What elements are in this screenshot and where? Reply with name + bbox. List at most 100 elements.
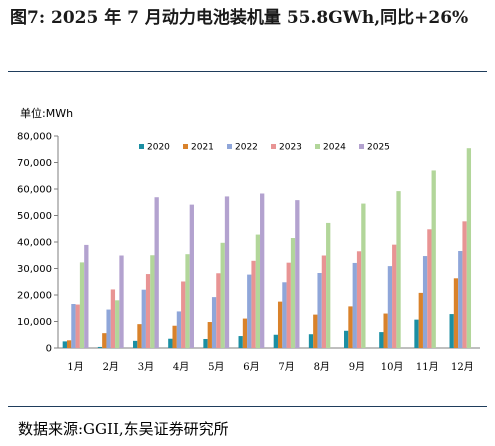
legend-swatch-2024 <box>315 144 320 149</box>
x-tick-label: 11月 <box>416 361 439 373</box>
x-tick-label: 5月 <box>208 361 224 373</box>
bar-2020-10 <box>379 332 384 348</box>
bar-2022-10 <box>387 266 393 348</box>
x-tick-label: 8月 <box>314 361 330 373</box>
bar-2021-2 <box>102 333 107 348</box>
bar-2024-7 <box>290 238 296 348</box>
bar-2020-11 <box>414 319 419 348</box>
legend-label-2020: 2020 <box>147 143 170 153</box>
legend-swatch-2023 <box>271 144 276 149</box>
bar-2024-11 <box>431 170 436 348</box>
y-tick-label: 10,000 <box>17 317 52 328</box>
y-tick-label: 30,000 <box>17 264 52 275</box>
bar-2020-6 <box>238 336 243 348</box>
chart-legend: 2020 2021 2022 2023 2024 2025 <box>139 143 390 153</box>
bar-2025-7 <box>295 200 300 348</box>
bar-2024-5 <box>220 242 225 348</box>
bar-2024-12 <box>466 148 472 348</box>
legend-label-2023: 2023 <box>279 143 302 153</box>
bar-2022-3 <box>141 289 146 348</box>
y-tick-label: 20,000 <box>17 291 52 302</box>
bar-2024-1 <box>79 262 85 348</box>
bar-2020-8 <box>308 334 314 348</box>
bar-2025-6 <box>260 193 265 348</box>
data-source: 数据来源:GGII,东吴证券研究所 <box>18 420 229 438</box>
bar-2022-9 <box>352 262 357 348</box>
bar-2022-8 <box>317 273 322 348</box>
bar-2022-7 <box>282 282 287 348</box>
x-tick-label: 4月 <box>173 361 189 373</box>
legend-label-2025: 2025 <box>367 143 390 153</box>
x-tick-label: 7月 <box>278 361 294 373</box>
bar-2021-5 <box>207 322 212 348</box>
source-divider <box>8 406 487 407</box>
bar-2023-2 <box>110 289 116 348</box>
legend-label-2022: 2022 <box>235 143 258 153</box>
bar-2025-4 <box>189 204 194 348</box>
title-divider <box>8 71 487 72</box>
x-tick-label: 1月 <box>67 361 83 373</box>
bar-2021-3 <box>137 324 142 348</box>
bar-2025-2 <box>119 255 124 348</box>
y-tick-label: 40,000 <box>17 238 52 249</box>
bar-2024-9 <box>361 203 366 348</box>
bar-2021-11 <box>418 292 423 348</box>
legend-label-2021: 2021 <box>191 143 214 153</box>
legend-swatch-2022 <box>227 144 232 149</box>
bar-2020-4 <box>168 338 173 348</box>
bar-2020-2 <box>97 346 103 348</box>
bar-2021-6 <box>242 318 248 348</box>
bar-2023-8 <box>321 255 327 348</box>
bar-2024-3 <box>150 255 155 348</box>
bar-2020-5 <box>203 338 208 348</box>
bar-2023-5 <box>216 273 221 348</box>
bar-2021-4 <box>172 325 177 348</box>
x-tick-label: 12月 <box>451 361 474 373</box>
bar-2022-6 <box>247 274 252 348</box>
bar-2021-12 <box>453 278 459 348</box>
bar-2021-7 <box>277 301 283 349</box>
x-tick-label: 3月 <box>138 361 154 373</box>
bar-2020-3 <box>133 340 138 348</box>
legend-swatch-2021 <box>183 144 188 149</box>
bar-2023-7 <box>286 262 291 348</box>
y-tick-label: 50,000 <box>17 211 52 222</box>
bar-2024-2 <box>115 300 120 348</box>
x-tick-label: 6月 <box>243 361 259 373</box>
x-tick-label: 9月 <box>349 361 365 373</box>
bar-2022-4 <box>176 311 182 348</box>
bar-2021-8 <box>313 314 318 348</box>
bar-2025-5 <box>224 196 230 348</box>
bar-2020-1 <box>62 341 67 349</box>
bar-2023-12 <box>462 221 467 348</box>
bar-2025-3 <box>154 197 159 348</box>
bar-2023-4 <box>181 281 186 348</box>
bar-2022-1 <box>71 304 76 348</box>
bar-2024-4 <box>185 254 190 348</box>
bar-2025-1 <box>84 244 89 348</box>
bar-2021-9 <box>348 306 353 348</box>
bar-2022-5 <box>211 297 217 348</box>
y-tick-label: 60,000 <box>17 185 52 196</box>
bar-2023-11 <box>427 229 432 348</box>
bar-2021-1 <box>66 340 72 348</box>
bar-2022-12 <box>458 251 463 348</box>
chart-title: 图7: 2025 年 7 月动力电池装机量 55.8GWh,同比+26% <box>10 8 469 28</box>
bar-2023-3 <box>145 274 151 348</box>
bar-2023-1 <box>75 304 80 348</box>
bar-2024-10 <box>396 191 401 348</box>
bar-2022-11 <box>422 256 428 348</box>
bar-2020-7 <box>273 334 278 348</box>
x-tick-label: 2月 <box>103 361 119 373</box>
bar-2020-9 <box>344 330 349 348</box>
legend-swatch-2020 <box>139 144 144 149</box>
y-tick-label: 0 <box>46 344 52 355</box>
legend-swatch-2025 <box>359 144 364 149</box>
bar-2023-10 <box>392 244 397 348</box>
bar-2020-12 <box>449 314 454 348</box>
x-tick-label: 10月 <box>381 361 404 373</box>
bar-2023-6 <box>251 260 256 348</box>
chart-bars <box>62 148 472 349</box>
bar-2022-2 <box>106 309 111 348</box>
